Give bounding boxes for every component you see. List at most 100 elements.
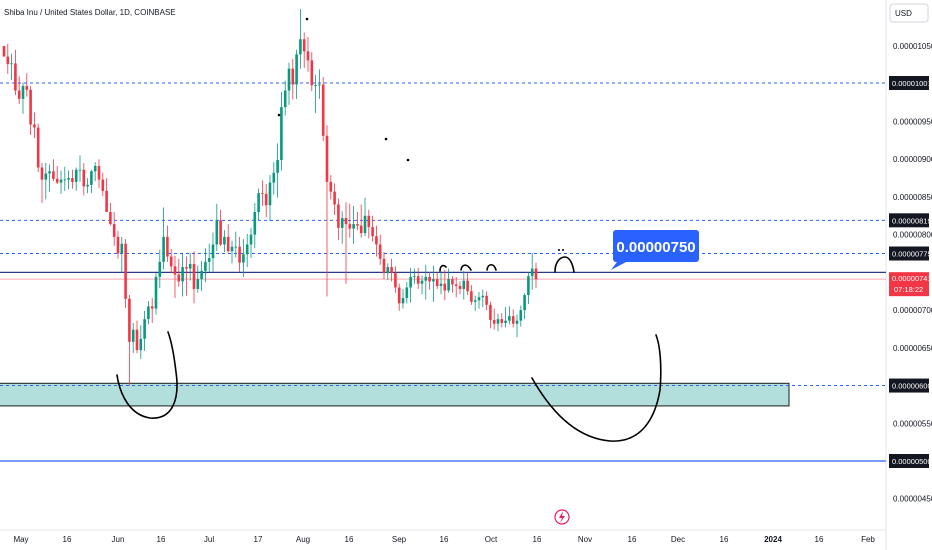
- candle-body: [344, 218, 348, 225]
- candle-body: [299, 39, 302, 55]
- candle-body: [397, 287, 401, 304]
- level-tag-box-1: [889, 213, 929, 228]
- time-label-9: 16: [440, 535, 449, 544]
- drawn-arch-3: [486, 263, 497, 271]
- candle-body: [504, 320, 507, 323]
- candle-body: [416, 276, 420, 284]
- candle-body: [82, 169, 86, 187]
- candle-body: [333, 191, 336, 205]
- candle-body: [181, 267, 184, 282]
- candle-body: [268, 182, 272, 206]
- candle-body: [302, 39, 306, 52]
- candle-body: [348, 224, 352, 229]
- candle-body: [534, 268, 538, 280]
- candle-body: [17, 90, 21, 99]
- candle-body: [242, 254, 245, 263]
- candle-body: [10, 63, 13, 65]
- price-axis-labels: 0.00001050 0.00000950 0.00000900 0.00000850…: [893, 42, 932, 504]
- candle-body: [105, 190, 108, 213]
- candle-body: [321, 84, 325, 136]
- candle-body: [413, 276, 416, 277]
- candle-body: [310, 60, 314, 86]
- candle-body: [375, 236, 378, 245]
- price-callout[interactable]: 0.00000750: [611, 230, 699, 270]
- candle-body: [462, 280, 466, 289]
- candle-body: [40, 167, 44, 180]
- candle-body: [394, 273, 397, 288]
- price-label-7: 0.00000550: [893, 419, 932, 428]
- symbol-title: Shiba Inu / United States Dollar, 1D, CO…: [4, 8, 176, 17]
- currency-label: USD: [895, 9, 912, 18]
- candle-body: [527, 276, 530, 296]
- price-label-1: 0.00000950: [893, 117, 932, 126]
- candle-body: [21, 86, 25, 99]
- level-tag-5: 0.00000500: [892, 457, 932, 466]
- candle-body: [25, 86, 29, 90]
- candle-body: [245, 244, 249, 255]
- candle-body: [204, 261, 207, 271]
- candle-body: [158, 261, 162, 277]
- time-axis-labels: May 16 Jun 16 Jul 17 Aug 16 Sep 16 Oct 16 Nov 16 Dec 16…: [13, 535, 875, 544]
- candle-body: [473, 300, 477, 302]
- currency-button[interactable]: USD: [889, 3, 929, 23]
- level-tag-box-2: [889, 246, 929, 261]
- candle-body: [97, 165, 101, 180]
- candle-body: [135, 329, 139, 351]
- time-label-6: Aug: [296, 535, 310, 544]
- candle-body: [458, 285, 462, 289]
- candle-body: [466, 280, 469, 292]
- candle-body: [283, 90, 287, 108]
- candle-body: [143, 319, 146, 339]
- candle-body: [86, 184, 89, 187]
- time-label-1: 16: [63, 535, 72, 544]
- candle-body: [291, 68, 295, 85]
- candle-body: [78, 169, 82, 171]
- lightning-icon[interactable]: [554, 509, 570, 525]
- candle-body: [101, 179, 105, 191]
- candle-body: [477, 297, 481, 301]
- candle-body: [6, 56, 10, 65]
- candle-body: [530, 268, 534, 277]
- candle-body: [489, 304, 492, 320]
- candle-body: [390, 267, 393, 274]
- time-label-0: May: [13, 535, 28, 544]
- time-label-13: 16: [628, 535, 637, 544]
- candle-body: [169, 256, 173, 267]
- time-label-14: Dec: [671, 535, 685, 544]
- price-label-8: 0.00000450: [893, 495, 932, 504]
- price-label-0: 0.00001050: [893, 42, 932, 51]
- level-tag-2: 0.00000775: [892, 250, 932, 259]
- candle-body: [90, 171, 93, 185]
- candle-body: [55, 178, 59, 183]
- candle-body: [128, 298, 131, 342]
- callout-box: [613, 230, 699, 262]
- candle-body: [454, 284, 458, 286]
- drawn-dots: [277, 17, 564, 251]
- candle-body: [492, 319, 496, 324]
- candle-body: [238, 246, 241, 263]
- candle-body: [447, 279, 450, 291]
- candle-body: [340, 218, 344, 228]
- candle-body: [272, 172, 276, 183]
- candle-body: [470, 291, 473, 302]
- candle-body: [112, 224, 116, 237]
- candle-body: [215, 220, 219, 245]
- candle-body: [147, 306, 150, 320]
- candle-body: [162, 236, 165, 262]
- candle-body: [74, 169, 78, 182]
- candle-body: [177, 274, 181, 282]
- candle-body: [226, 236, 230, 252]
- candle-body: [44, 173, 48, 180]
- candle-body: [154, 276, 158, 309]
- candle-body: [295, 54, 298, 85]
- time-label-8: Sep: [392, 535, 407, 544]
- drawn-arch-2: [460, 264, 472, 271]
- price-label-6: 0.00000650: [893, 344, 932, 353]
- time-label-11: 16: [533, 535, 542, 544]
- candle-body: [443, 283, 447, 291]
- time-label-7: 16: [345, 535, 354, 544]
- bar-countdown: 07:18:22: [894, 285, 923, 294]
- candle-body: [432, 279, 435, 282]
- callout-text: 0.00000750: [616, 239, 695, 256]
